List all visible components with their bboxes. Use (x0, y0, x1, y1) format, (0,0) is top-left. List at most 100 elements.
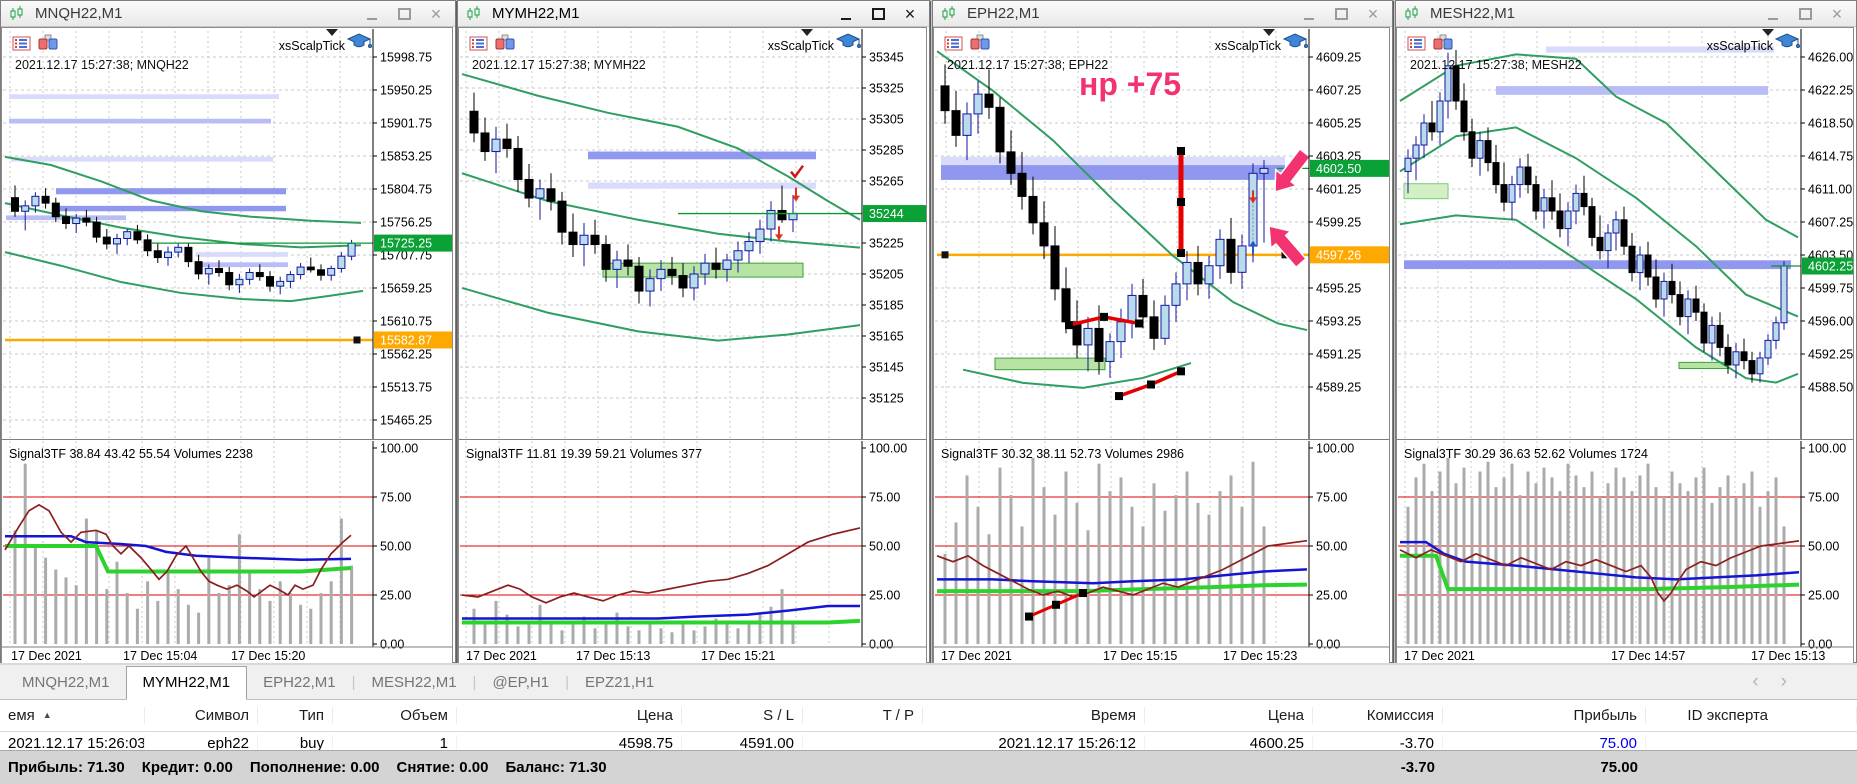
column-header-Цена[interactable]: Цена (457, 707, 682, 724)
chart-canvas-mymh22[interactable]: 2021.12.17 15:27:38; MYMH22 xsScalpTick 35… (458, 27, 927, 664)
signal-darkred-line (1399, 540, 1800, 603)
thumbs-icon[interactable] (970, 34, 990, 50)
column-header-T / P[interactable]: T / P (803, 707, 923, 724)
tab-mnqh22-m1[interactable]: MNQH22,M1 (22, 674, 110, 691)
indicator-axis-label: 75.00 (1808, 491, 1839, 505)
journal-icon[interactable] (1407, 36, 1426, 51)
maximize-button[interactable] (869, 5, 887, 23)
tab-mymh22-m1[interactable]: MYMH22,M1 (125, 666, 248, 700)
thumbs-icon[interactable] (495, 34, 515, 50)
price-axis-label: 4599.25 (1316, 216, 1361, 230)
price-axis-label: 35285 (869, 144, 904, 158)
price-axis-label: 35265 (869, 175, 904, 189)
tab-epz21-h1[interactable]: EPZ21,H1 (585, 674, 655, 691)
bid-price-badge (1310, 159, 1389, 177)
maximize-button[interactable] (1332, 5, 1350, 23)
journal-icon[interactable] (469, 36, 488, 51)
chart-shift-marker[interactable] (801, 29, 813, 36)
minimize-button[interactable] (837, 5, 855, 23)
trade-row[interactable]: 2021.12.17 15:26:03 eph22 buy 1 4598.75 4591.… (0, 732, 1857, 755)
column-header-Тип[interactable]: Тип (258, 707, 333, 724)
indicator-axis-label: 100.00 (1316, 442, 1354, 456)
support-zone-band (1404, 260, 1791, 270)
tab-scroll-right-icon[interactable]: › (1780, 671, 1787, 692)
tab-eph22-m1[interactable]: EPH22,M1 (263, 674, 336, 691)
close-button[interactable]: × (1831, 3, 1843, 24)
graduation-cap-icon (1774, 33, 1800, 48)
journal-icon[interactable] (944, 36, 963, 51)
bid-price-badge (863, 205, 926, 223)
chart-window-mymh22: MYMH22,M1 × 2021.12.17 15:27:38; MYMH22 xsS… (457, 0, 930, 664)
column-header-Прибыль[interactable]: Прибыль (1443, 707, 1646, 724)
chart-shift-marker[interactable] (1263, 29, 1275, 36)
price-axis-label: 15901.75 (380, 117, 432, 131)
bid-price-badge (374, 234, 452, 252)
signal-green-line (1400, 553, 1800, 592)
support-zone-band (1546, 46, 1774, 53)
close-button[interactable]: × (1367, 3, 1379, 24)
graduation-cap-icon (1282, 33, 1308, 48)
sell-arrow-icon (775, 234, 783, 241)
price-axis-label: 35145 (869, 361, 904, 375)
time-axis-label: 17 Dec 15:20 (231, 649, 305, 663)
ma-line (461, 286, 861, 342)
close-button[interactable]: × (430, 3, 442, 24)
bid-price-badge (1802, 257, 1853, 275)
column-header-S / L[interactable]: S / L (682, 707, 803, 724)
price-axis-label: 15610.75 (380, 315, 432, 329)
column-header-емя[interactable]: емя ▲ (0, 707, 145, 724)
support-zone-band (588, 182, 816, 189)
window-title: EPH22,M1 (967, 5, 1040, 22)
signal-blue-line (1400, 540, 1800, 581)
price-axis-label: 15562.25 (380, 348, 432, 362)
tab-mesh22-m1[interactable]: MESH22,M1 (371, 674, 457, 691)
window-titlebar[interactable]: EPH22,M1 × (933, 1, 1392, 27)
indicator-label: Signal3TF 11.81 19.39 59.21 Volumes 377 (466, 447, 702, 461)
signal-blue-line (5, 534, 352, 561)
price-axis-label: 4607.25 (1808, 216, 1853, 230)
chart-canvas-mesh22[interactable]: 2021.12.17 15:27:38; MESH22 xsScalpTick 46… (1396, 27, 1854, 664)
indicator-axis-label: 25.00 (1808, 589, 1839, 603)
close-button[interactable]: × (904, 3, 916, 24)
price-axis-label: 35325 (869, 82, 904, 96)
indicator-axis-label: 50.00 (869, 540, 900, 554)
chart-shift-marker[interactable] (1762, 29, 1774, 36)
trade-cell: 4591.00 (682, 734, 803, 752)
indicator-axis-label: 50.00 (380, 540, 411, 554)
journal-icon[interactable] (12, 36, 31, 51)
chart-shift-marker[interactable] (326, 29, 338, 36)
column-header-Объем[interactable]: Объем (333, 707, 457, 724)
window-titlebar[interactable]: MYMH22,M1 × (458, 1, 929, 27)
account-summary-item: Пополнение: 0.00 (249, 759, 380, 776)
window-titlebar[interactable]: MESH22,M1 × (1396, 1, 1856, 27)
column-header-ID эксперта[interactable]: ID эксперта (1646, 707, 1857, 724)
chart-canvas-mnqh22[interactable]: 2021.12.17 15:27:38; MNQH22 xsScalpTick 15… (1, 27, 453, 664)
minimize-button[interactable] (1300, 5, 1318, 23)
column-header-Цена[interactable]: Цена (1145, 707, 1313, 724)
trade-cell: 4598.75 (457, 734, 682, 752)
chart-candles-icon (942, 5, 955, 20)
indicator-axis-label: 0.00 (380, 638, 404, 652)
thumbs-icon[interactable] (38, 34, 58, 50)
minimize-button[interactable] (363, 5, 381, 23)
chart-comment-text: 2021.12.17 15:27:38; MNQH22 (15, 58, 189, 72)
chart-candles-icon (10, 5, 23, 20)
tab-scroll-left-icon[interactable]: ‹ (1752, 671, 1759, 692)
column-header-Комиссия[interactable]: Комиссия (1313, 707, 1443, 724)
signal-green-line (462, 618, 861, 625)
maximize-button[interactable] (1796, 5, 1814, 23)
tab--ep-h1[interactable]: @EP,H1 (492, 674, 550, 691)
window-controls: × (363, 5, 455, 23)
thumbs-icon[interactable] (1433, 34, 1453, 50)
column-header-Символ[interactable]: Символ (145, 707, 258, 724)
price-axis-label: 35305 (869, 113, 904, 127)
indicator-axis-label: 75.00 (380, 491, 411, 505)
chart-window-eph22: EPH22,M1 × нр +75 2021.12.17 15:27:38; EPH2… (932, 0, 1393, 664)
price-axis-label: 4591.25 (1316, 348, 1361, 362)
check-marker-icon (790, 164, 805, 179)
maximize-button[interactable] (395, 5, 413, 23)
minimize-button[interactable] (1764, 5, 1782, 23)
column-header-Время[interactable]: Время (923, 707, 1145, 724)
window-titlebar[interactable]: MNQH22,M1 × (1, 1, 455, 27)
